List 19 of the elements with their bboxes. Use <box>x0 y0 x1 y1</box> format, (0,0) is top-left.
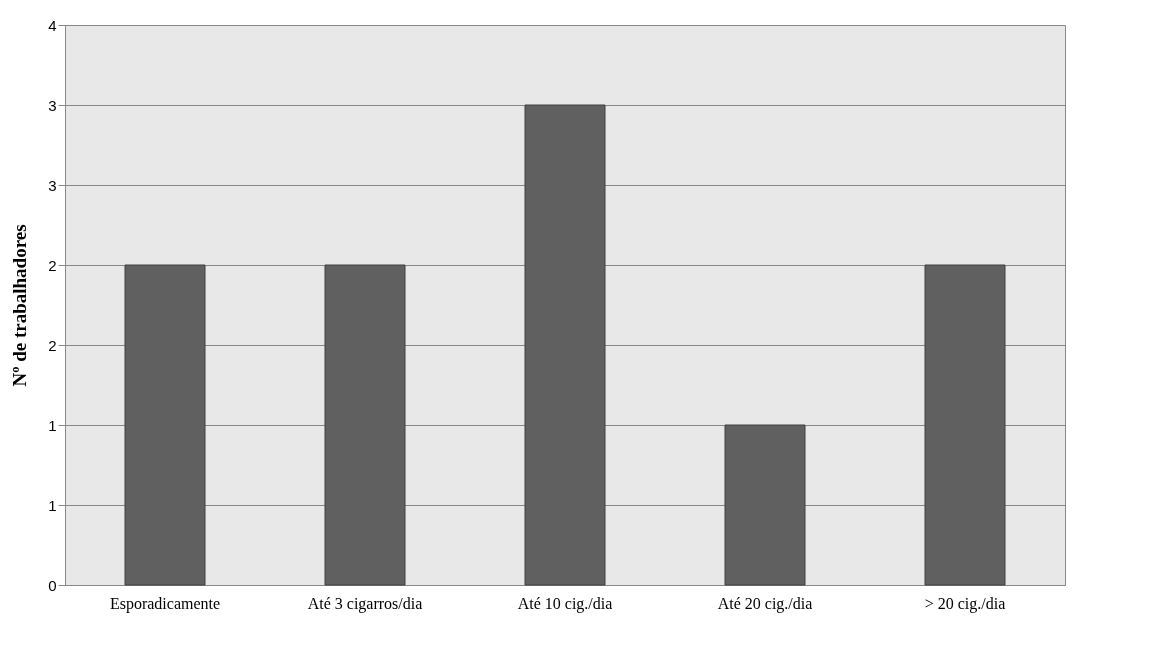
y-tick-label: 2 <box>48 336 57 354</box>
x-tick-label: Até 10 cig./dia <box>517 594 613 613</box>
bar <box>324 264 406 586</box>
y-tick-label: 3 <box>48 176 57 194</box>
y-tick-label: 0 <box>48 576 57 594</box>
y-axis-title: Nº de trabalhadores <box>9 224 31 387</box>
y-tick-label: 4 <box>48 16 57 34</box>
bar <box>724 424 806 586</box>
x-tick-label: Até 3 cigarros/dia <box>307 594 423 613</box>
y-tick-label: 1 <box>48 496 57 514</box>
x-tick-label: > 20 cig./dia <box>924 594 1006 613</box>
x-tick-label: Até 20 cig./dia <box>717 594 813 613</box>
y-tick-label: 2 <box>48 256 57 274</box>
y-tick-label: 3 <box>48 96 57 114</box>
y-tick-label: 1 <box>48 416 57 434</box>
bar <box>524 104 606 586</box>
x-tick-label: Esporadicamente <box>109 594 221 613</box>
bar <box>924 264 1006 586</box>
bar <box>124 264 206 586</box>
